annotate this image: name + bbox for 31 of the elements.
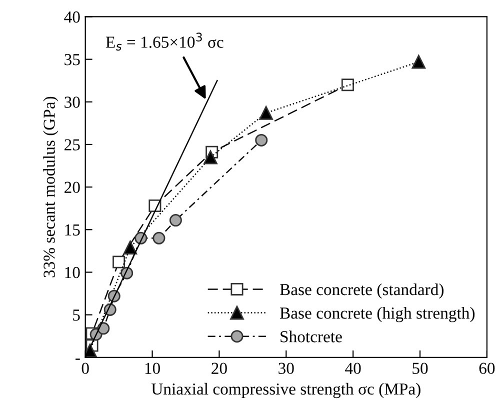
y-tick-label: - xyxy=(76,358,80,360)
legend-label: Shotcrete xyxy=(280,330,342,342)
y-tick-label: 20 xyxy=(64,182,80,193)
point xyxy=(112,256,126,268)
point xyxy=(204,150,218,164)
x-tick-label: 30 xyxy=(278,362,294,374)
legend-label: Base concrete (high strength) xyxy=(280,307,475,322)
y-tick-label: 25 xyxy=(64,139,80,150)
y-tick-label: 5 xyxy=(73,310,80,321)
point xyxy=(259,106,274,120)
x-axis-title: Uniaxial compressive strength σc (MPa) xyxy=(151,382,420,398)
point xyxy=(169,214,182,227)
x-tick-label: 20 xyxy=(212,362,227,374)
x-tick-label: 0 xyxy=(82,362,89,374)
x-tick-label: 10 xyxy=(145,362,160,374)
point xyxy=(255,134,268,146)
point xyxy=(123,240,138,254)
y-tick-label: 35 xyxy=(64,54,80,66)
point xyxy=(152,232,166,244)
y-tick-label: 30 xyxy=(64,96,80,108)
x-tick-label: 40 xyxy=(345,362,361,374)
y-tick-label: 15 xyxy=(65,224,80,236)
y-axis-title: 33% secant modulus (GPa) xyxy=(43,96,58,278)
x-tick-label: 50 xyxy=(412,362,428,374)
point xyxy=(341,78,354,92)
legend-label: Base concrete (standard) xyxy=(280,283,444,299)
point xyxy=(412,54,426,69)
x-tick-label: 60 xyxy=(479,362,495,374)
y-tick-label: 10 xyxy=(65,266,80,278)
annotation: E$_{s}$ = 1.65×10$^{3}$ σc xyxy=(106,32,224,51)
y-tick-label: 40 xyxy=(64,11,80,23)
